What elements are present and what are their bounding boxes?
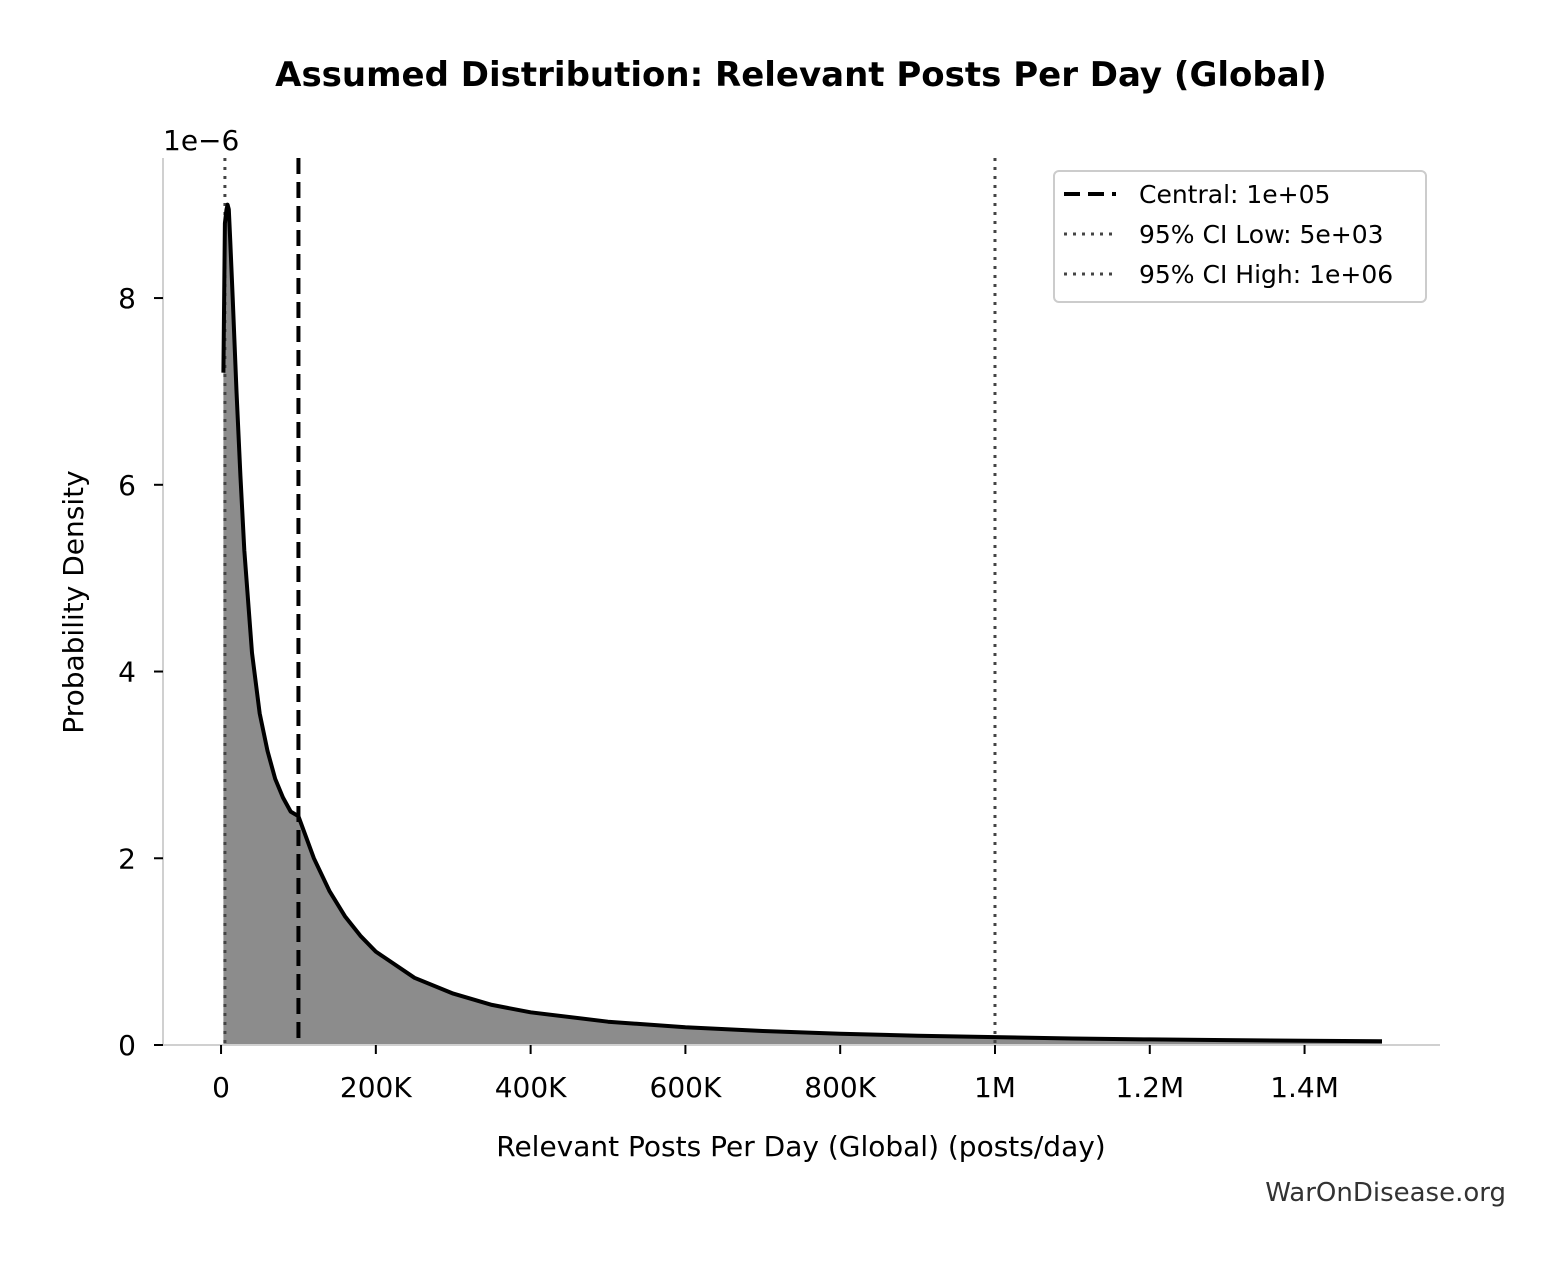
x-axis-ticks: 0 200K 400K 600K 800K 1M 1.2M 1.4M [212,1045,1339,1104]
legend-label-0: Central: 1e+05 [1139,180,1330,209]
reference-lines [223,158,997,1045]
density-area [223,204,1382,1045]
density-curve [221,202,1383,1044]
legend: Central: 1e+05 95% CI Low: 5e+03 95% CI Hi… [1053,170,1427,303]
watermark: WarOnDisease.org [1265,1178,1506,1208]
y-axis-label: Probability Density [57,470,90,733]
x-tick-label: 600K [650,1071,722,1104]
x-tick-label: 1.4M [1270,1071,1339,1104]
y-offset-label: 1e−6 [163,124,239,157]
x-tick-label: 1.2M [1115,1071,1184,1104]
chart-title: Assumed Distribution: Relevant Posts Per… [275,55,1327,95]
legend-label-2: 95% CI High: 1e+06 [1139,260,1393,289]
y-tick-label: 4 [118,656,136,689]
legend-box [1053,170,1427,303]
y-axis-ticks: 0 2 4 6 8 [118,282,163,1062]
x-tick-label: 0 [212,1071,230,1104]
x-tick-label: 1M [974,1071,1016,1104]
y-tick-label: 2 [118,842,136,875]
density-area-layer [223,204,1382,1045]
density-curve-layer [221,202,1383,1044]
y-tick-label: 6 [118,469,136,502]
x-axis-label: Relevant Posts Per Day (Global) (posts/d… [496,1130,1105,1163]
y-tick-label: 8 [118,282,136,315]
legend-label-1: 95% CI Low: 5e+03 [1139,220,1384,249]
x-tick-label: 800K [804,1071,876,1104]
y-tick-label: 0 [118,1029,136,1062]
x-tick-label: 200K [340,1071,412,1104]
x-tick-label: 400K [495,1071,567,1104]
